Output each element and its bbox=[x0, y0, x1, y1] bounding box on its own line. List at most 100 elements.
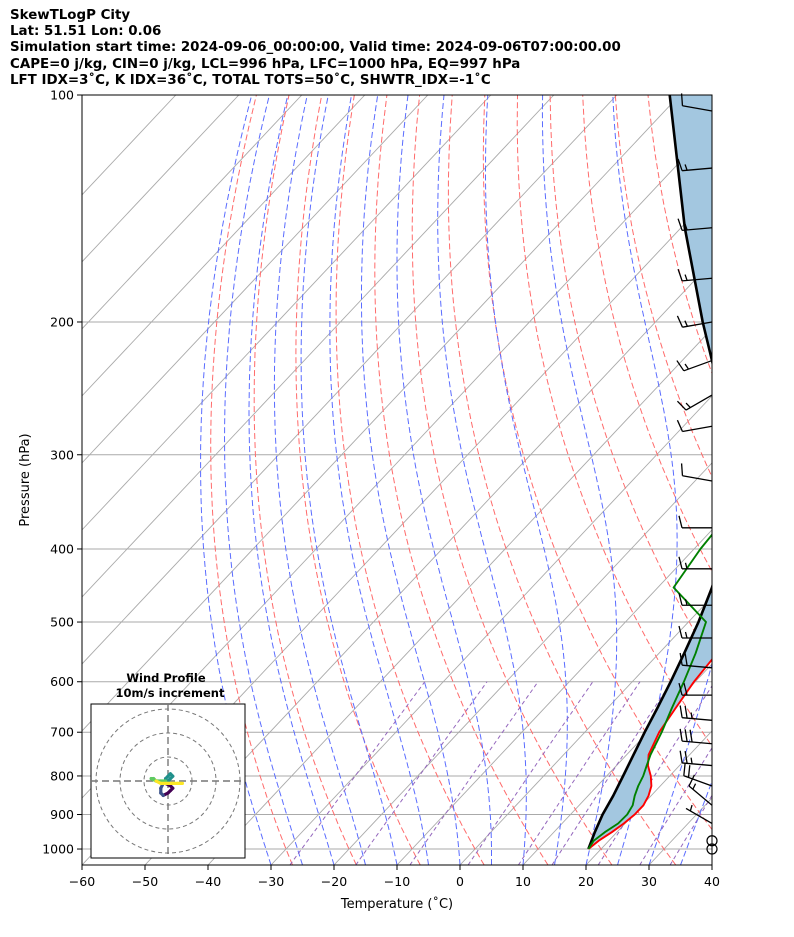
wind-barb bbox=[688, 774, 713, 806]
moist-adiabat bbox=[437, 95, 527, 865]
mixing-ratio-line bbox=[669, 794, 712, 865]
moist-adiabat bbox=[485, 95, 568, 865]
x-tick-label: 30 bbox=[641, 874, 657, 889]
isotherm-gridline bbox=[82, 95, 429, 464]
y-tick-label: 700 bbox=[50, 725, 74, 740]
isotherm-gridline bbox=[270, 395, 712, 865]
title-line-station: SkewTLogP City bbox=[10, 8, 131, 23]
mixing-ratio-line bbox=[409, 681, 539, 865]
isotherm-gridline bbox=[207, 328, 712, 865]
wind-barb bbox=[676, 315, 713, 328]
moist-adiabat bbox=[223, 95, 303, 865]
isotherm-gridline bbox=[711, 864, 712, 865]
moist-adiabat bbox=[541, 95, 618, 865]
temperature-line bbox=[587, 657, 712, 850]
wind-barb bbox=[678, 593, 712, 606]
y-tick-label: 900 bbox=[50, 807, 74, 822]
wind-barb bbox=[676, 394, 713, 411]
dry-adiabat bbox=[713, 95, 794, 865]
x-tick-label: −50 bbox=[132, 874, 158, 889]
wind-barb bbox=[679, 705, 713, 721]
wind-barb bbox=[685, 804, 713, 825]
x-tick-label: −30 bbox=[258, 874, 284, 889]
y-tick-label: 1000 bbox=[42, 842, 74, 857]
x-tick-label: 40 bbox=[704, 874, 720, 889]
wind-barb bbox=[678, 556, 712, 570]
title-line-indices: LFT IDX=3˚C, K IDX=36˚C, TOTAL TOTS=50˚C… bbox=[10, 72, 491, 88]
parcel-path-line bbox=[587, 95, 712, 850]
title-line-times: Simulation start time: 2024-09-06_00:00:… bbox=[10, 40, 621, 56]
wind-barb bbox=[683, 763, 713, 787]
wind-barb bbox=[677, 158, 713, 172]
isotherm-gridline bbox=[82, 95, 555, 598]
isotherm-gridline bbox=[82, 95, 681, 732]
dry-adiabat bbox=[210, 95, 293, 865]
x-tick-label: 0 bbox=[456, 874, 464, 889]
title-line-latlon: Lat: 51.51 Lon: 0.06 bbox=[10, 24, 162, 40]
x-tick-label: −40 bbox=[195, 874, 221, 889]
moist-adiabat bbox=[680, 779, 712, 865]
mixing-ratio-line bbox=[355, 681, 488, 865]
dry-adiabat bbox=[549, 95, 712, 662]
wind-barb bbox=[680, 93, 713, 112]
isotherm-gridline bbox=[82, 95, 240, 263]
dry-adiabat bbox=[482, 95, 712, 831]
y-tick-label: 400 bbox=[50, 541, 74, 556]
moist-adiabat bbox=[648, 95, 712, 865]
wind-barb bbox=[680, 463, 713, 482]
wind-barb bbox=[678, 625, 712, 639]
isotherm-gridline bbox=[82, 95, 366, 397]
isotherm-gridline bbox=[82, 95, 492, 531]
isotherm-gridline bbox=[82, 95, 618, 665]
dry-adiabat bbox=[516, 95, 712, 748]
hodograph-title: Wind Profile bbox=[126, 671, 206, 685]
dry-adiabat bbox=[374, 95, 549, 865]
wind-barb bbox=[679, 652, 713, 669]
x-tick-label: 10 bbox=[515, 874, 531, 889]
dry-adiabat bbox=[253, 95, 357, 865]
dewpoint-line bbox=[587, 533, 712, 850]
isotherm-gridline bbox=[459, 596, 712, 865]
y-tick-label: 300 bbox=[50, 447, 74, 462]
moist-adiabat bbox=[711, 863, 712, 865]
wind-barb bbox=[676, 419, 713, 433]
dry-adiabat bbox=[746, 95, 794, 865]
mixing-ratio-line bbox=[517, 681, 641, 865]
y-tick-label: 800 bbox=[50, 768, 74, 783]
isotherm-gridline bbox=[585, 730, 712, 865]
moist-adiabat bbox=[329, 95, 429, 865]
title-line-cape: CAPE=0 j/kg, CIN=0 j/kg, LCL=996 hPa, LF… bbox=[10, 56, 521, 72]
mixing-ratio-line bbox=[467, 681, 594, 865]
y-tick-label: 600 bbox=[50, 674, 74, 689]
wind-barb bbox=[678, 682, 712, 696]
isotherm-gridline bbox=[333, 462, 712, 865]
x-tick-label: 20 bbox=[578, 874, 594, 889]
isotherm-gridline bbox=[522, 663, 712, 865]
x-tick-label: −60 bbox=[69, 874, 95, 889]
x-tick-label: −10 bbox=[384, 874, 410, 889]
moist-adiabat bbox=[248, 95, 335, 865]
mixing-ratio-line bbox=[551, 681, 672, 865]
dry-adiabat bbox=[647, 95, 712, 375]
moist-adiabat bbox=[361, 95, 461, 865]
moist-adiabat bbox=[200, 95, 272, 865]
wind-barb bbox=[676, 359, 713, 372]
dry-adiabat bbox=[295, 95, 421, 865]
isotherm-gridline bbox=[144, 261, 712, 865]
hodograph-inset: Wind Profile 10m/s increment bbox=[90, 671, 246, 859]
x-axis-label: Temperature (˚C) bbox=[340, 896, 453, 912]
wind-barb bbox=[679, 750, 713, 767]
isotherm-gridline bbox=[82, 95, 303, 330]
wind-barb bbox=[677, 218, 713, 232]
chart-title: SkewTLogP City Lat: 51.51 Lon: 0.06 Simu… bbox=[10, 8, 621, 89]
mixing-ratio-line bbox=[289, 681, 426, 865]
wind-barb bbox=[706, 835, 718, 847]
isotherm-gridline bbox=[396, 529, 712, 865]
hodograph-subtitle: 10m/s increment bbox=[116, 686, 225, 700]
y-tick-label: 100 bbox=[50, 88, 74, 103]
wind-barb bbox=[678, 515, 712, 529]
x-tick-label: −20 bbox=[321, 874, 347, 889]
moist-adiabat bbox=[396, 95, 492, 865]
wind-barb bbox=[706, 843, 718, 855]
